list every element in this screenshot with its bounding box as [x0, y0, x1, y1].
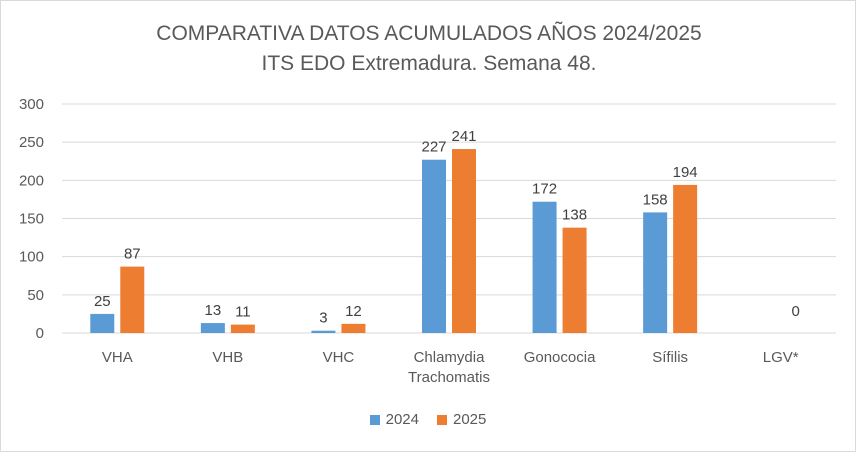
data-label-2025: 87 [124, 246, 141, 263]
bar-2025 [341, 323, 366, 333]
bar-2025 [673, 184, 698, 333]
legend-item-2025: 2025 [437, 411, 486, 428]
y-tick-label: 250 [19, 134, 44, 151]
category-label: LGV* [763, 349, 799, 366]
category-label: VHB [212, 349, 243, 366]
bar-2025 [230, 324, 255, 333]
chart-legend: 2024 2025 [0, 411, 856, 428]
data-label-2024: 13 [205, 302, 222, 319]
y-tick-label: 300 [19, 96, 44, 113]
y-tick-label: 150 [19, 211, 44, 228]
chart-title: COMPARATIVA DATOS ACUMULADOS AÑOS 2024/2… [156, 22, 702, 45]
legend-item-2024: 2024 [369, 411, 419, 428]
data-label-2025: 12 [345, 303, 362, 320]
data-label-2024: 227 [421, 139, 446, 156]
data-label-2025: 241 [451, 128, 476, 145]
category-label: VHC [323, 349, 355, 366]
category-label: Chlamydia [414, 349, 486, 366]
y-tick-label: 200 [19, 172, 44, 189]
legend-label: 2024 [385, 411, 419, 428]
bar-2024 [422, 159, 446, 333]
bar-2024 [532, 201, 557, 333]
chart-subtitle: ITS EDO Extremadura. Semana 48. [261, 52, 597, 75]
data-label-2024: 3 [319, 310, 327, 327]
y-tick-label: 0 [36, 325, 44, 342]
legend-swatch [437, 414, 447, 425]
category-label: Trachomatis [408, 369, 490, 386]
bar-2025 [562, 227, 587, 333]
data-label-2024: 25 [94, 293, 111, 310]
bar-2024 [311, 330, 336, 333]
data-label-2025: 194 [673, 164, 698, 181]
legend-swatch [369, 414, 380, 425]
legend-label: 2025 [453, 411, 487, 428]
category-label: Sífilis [652, 349, 688, 366]
data-label-2025: 138 [562, 207, 587, 224]
category-label: VHA [102, 349, 133, 366]
data-label-2025: 11 [235, 304, 251, 321]
data-label-2025: 0 [792, 303, 800, 320]
data-label-2024: 172 [532, 181, 557, 198]
bar-2025 [452, 149, 476, 333]
bar-2024 [643, 212, 668, 333]
category-label: Gonococia [524, 349, 596, 366]
bar-2025 [120, 266, 145, 333]
y-tick-label: 50 [27, 287, 44, 304]
y-tick-label: 100 [19, 249, 44, 266]
bar-2024 [200, 323, 225, 333]
data-label-2024: 158 [643, 191, 668, 208]
bar-2024 [90, 313, 115, 333]
